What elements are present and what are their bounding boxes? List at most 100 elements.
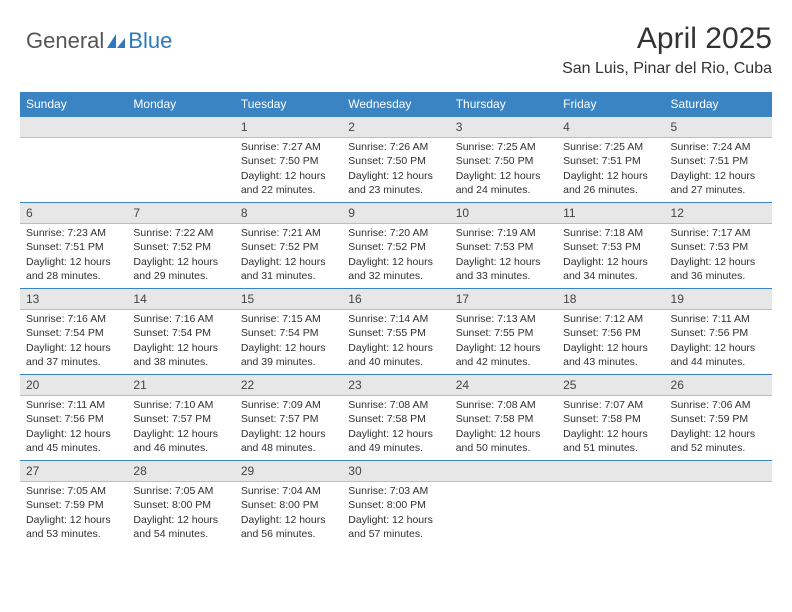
day-info-line: Sunrise: 7:13 AM xyxy=(456,312,551,326)
day-number: 12 xyxy=(665,202,772,224)
day-info-line: Sunset: 8:00 PM xyxy=(348,498,443,512)
day-info-line: Sunset: 7:59 PM xyxy=(671,412,766,426)
day-number: 25 xyxy=(557,374,664,396)
day-info-line: Sunset: 7:58 PM xyxy=(563,412,658,426)
day-number: 23 xyxy=(342,374,449,396)
weekday-header: Thursday xyxy=(450,92,557,116)
logo: General Blue xyxy=(20,22,172,54)
calendar-week-row: 20Sunrise: 7:11 AMSunset: 7:56 PMDayligh… xyxy=(20,374,772,460)
day-content xyxy=(20,138,127,144)
month-title: April 2025 xyxy=(562,22,772,56)
calendar-day-cell: 1Sunrise: 7:27 AMSunset: 7:50 PMDaylight… xyxy=(235,116,342,202)
day-number xyxy=(127,116,234,138)
day-info-line: Sunrise: 7:06 AM xyxy=(671,398,766,412)
calendar-day-cell: 22Sunrise: 7:09 AMSunset: 7:57 PMDayligh… xyxy=(235,374,342,460)
day-info-line: Sunset: 7:53 PM xyxy=(563,240,658,254)
day-number xyxy=(20,116,127,138)
day-number: 20 xyxy=(20,374,127,396)
day-info-line: Daylight: 12 hours and 37 minutes. xyxy=(26,341,121,369)
day-info-line: Sunrise: 7:07 AM xyxy=(563,398,658,412)
calendar-day-cell: 11 Sunrise: 7:18 AMSunset: 7:53 PMDayligh… xyxy=(557,202,664,288)
day-info-line: Daylight: 12 hours and 49 minutes. xyxy=(348,427,443,455)
calendar-day-cell: 2Sunrise: 7:26 AMSunset: 7:50 PMDaylight… xyxy=(342,116,449,202)
weekday-header: Tuesday xyxy=(235,92,342,116)
day-number: 9 xyxy=(342,202,449,224)
day-number: 11 xyxy=(557,202,664,224)
day-info-line: Sunrise: 7:22 AM xyxy=(133,226,228,240)
calendar-week-row: 27Sunrise: 7:05 AMSunset: 7:59 PMDayligh… xyxy=(20,460,772,546)
day-info-line: Sunset: 7:50 PM xyxy=(456,154,551,168)
day-number: 28 xyxy=(127,460,234,482)
day-info-line: Sunset: 8:00 PM xyxy=(241,498,336,512)
day-info-line: Sunset: 7:51 PM xyxy=(26,240,121,254)
day-number: 5 xyxy=(665,116,772,138)
day-number: 8 xyxy=(235,202,342,224)
day-info-line: Daylight: 12 hours and 44 minutes. xyxy=(671,341,766,369)
day-number: 6 xyxy=(20,202,127,224)
day-info-line: Sunset: 7:50 PM xyxy=(348,154,443,168)
day-number: 14 xyxy=(127,288,234,310)
day-info-line: Sunrise: 7:21 AM xyxy=(241,226,336,240)
day-number: 15 xyxy=(235,288,342,310)
day-content: Sunrise: 7:14 AMSunset: 7:55 PMDaylight:… xyxy=(342,310,449,373)
day-info-line: Daylight: 12 hours and 46 minutes. xyxy=(133,427,228,455)
day-content: Sunrise: 7:08 AMSunset: 7:58 PMDaylight:… xyxy=(342,396,449,459)
day-content: Sunrise: 7:27 AMSunset: 7:50 PMDaylight:… xyxy=(235,138,342,201)
calendar-empty-cell xyxy=(20,116,127,202)
day-info-line: Daylight: 12 hours and 22 minutes. xyxy=(241,169,336,197)
calendar-day-cell: 24Sunrise: 7:08 AMSunset: 7:58 PMDayligh… xyxy=(450,374,557,460)
day-info-line: Sunrise: 7:11 AM xyxy=(26,398,121,412)
day-content: Sunrise: 7:17 AMSunset: 7:53 PMDaylight:… xyxy=(665,224,772,287)
day-number: 3 xyxy=(450,116,557,138)
day-info-line: Sunset: 7:54 PM xyxy=(133,326,228,340)
day-info-line: Sunset: 7:54 PM xyxy=(241,326,336,340)
calendar-day-cell: 28Sunrise: 7:05 AMSunset: 8:00 PMDayligh… xyxy=(127,460,234,546)
day-info-line: Sunrise: 7:08 AM xyxy=(456,398,551,412)
weekday-header: Sunday xyxy=(20,92,127,116)
day-content: Sunrise: 7:25 AMSunset: 7:51 PMDaylight:… xyxy=(557,138,664,201)
day-info-line: Sunrise: 7:16 AM xyxy=(133,312,228,326)
day-content xyxy=(665,482,772,488)
day-info-line: Sunset: 7:52 PM xyxy=(348,240,443,254)
day-content: Sunrise: 7:16 AMSunset: 7:54 PMDaylight:… xyxy=(20,310,127,373)
day-content: Sunrise: 7:12 AMSunset: 7:56 PMDaylight:… xyxy=(557,310,664,373)
day-content: Sunrise: 7:04 AMSunset: 8:00 PMDaylight:… xyxy=(235,482,342,545)
day-content: Sunrise: 7:05 AMSunset: 8:00 PMDaylight:… xyxy=(127,482,234,545)
day-info-line: Sunrise: 7:05 AM xyxy=(26,484,121,498)
day-content: Sunrise: 7:22 AMSunset: 7:52 PMDaylight:… xyxy=(127,224,234,287)
day-info-line: Daylight: 12 hours and 34 minutes. xyxy=(563,255,658,283)
day-number: 27 xyxy=(20,460,127,482)
day-info-line: Daylight: 12 hours and 27 minutes. xyxy=(671,169,766,197)
day-info-line: Sunrise: 7:18 AM xyxy=(563,226,658,240)
day-info-line: Sunrise: 7:20 AM xyxy=(348,226,443,240)
calendar-day-cell: 18Sunrise: 7:12 AMSunset: 7:56 PMDayligh… xyxy=(557,288,664,374)
day-info-line: Sunrise: 7:15 AM xyxy=(241,312,336,326)
day-content xyxy=(450,482,557,488)
calendar-day-cell: 16Sunrise: 7:14 AMSunset: 7:55 PMDayligh… xyxy=(342,288,449,374)
day-number: 26 xyxy=(665,374,772,396)
day-content: Sunrise: 7:05 AMSunset: 7:59 PMDaylight:… xyxy=(20,482,127,545)
day-info-line: Sunset: 8:00 PM xyxy=(133,498,228,512)
day-info-line: Sunrise: 7:17 AM xyxy=(671,226,766,240)
day-info-line: Daylight: 12 hours and 29 minutes. xyxy=(133,255,228,283)
title-block: April 2025 San Luis, Pinar del Rio, Cuba xyxy=(562,22,772,78)
day-info-line: Daylight: 12 hours and 42 minutes. xyxy=(456,341,551,369)
calendar-day-cell: 13Sunrise: 7:16 AMSunset: 7:54 PMDayligh… xyxy=(20,288,127,374)
day-info-line: Sunrise: 7:10 AM xyxy=(133,398,228,412)
day-info-line: Sunrise: 7:03 AM xyxy=(348,484,443,498)
location: San Luis, Pinar del Rio, Cuba xyxy=(562,60,772,78)
day-info-line: Sunrise: 7:05 AM xyxy=(133,484,228,498)
day-number: 13 xyxy=(20,288,127,310)
day-info-line: Sunset: 7:51 PM xyxy=(671,154,766,168)
day-info-line: Sunset: 7:52 PM xyxy=(241,240,336,254)
day-content xyxy=(127,138,234,144)
day-info-line: Sunset: 7:56 PM xyxy=(563,326,658,340)
calendar-day-cell: 19Sunrise: 7:11 AMSunset: 7:56 PMDayligh… xyxy=(665,288,772,374)
day-number: 19 xyxy=(665,288,772,310)
day-info-line: Sunrise: 7:24 AM xyxy=(671,140,766,154)
day-info-line: Sunrise: 7:08 AM xyxy=(348,398,443,412)
calendar-day-cell: 23Sunrise: 7:08 AMSunset: 7:58 PMDayligh… xyxy=(342,374,449,460)
day-info-line: Sunset: 7:52 PM xyxy=(133,240,228,254)
calendar-day-cell: 6Sunrise: 7:23 AMSunset: 7:51 PMDaylight… xyxy=(20,202,127,288)
day-info-line: Daylight: 12 hours and 56 minutes. xyxy=(241,513,336,541)
